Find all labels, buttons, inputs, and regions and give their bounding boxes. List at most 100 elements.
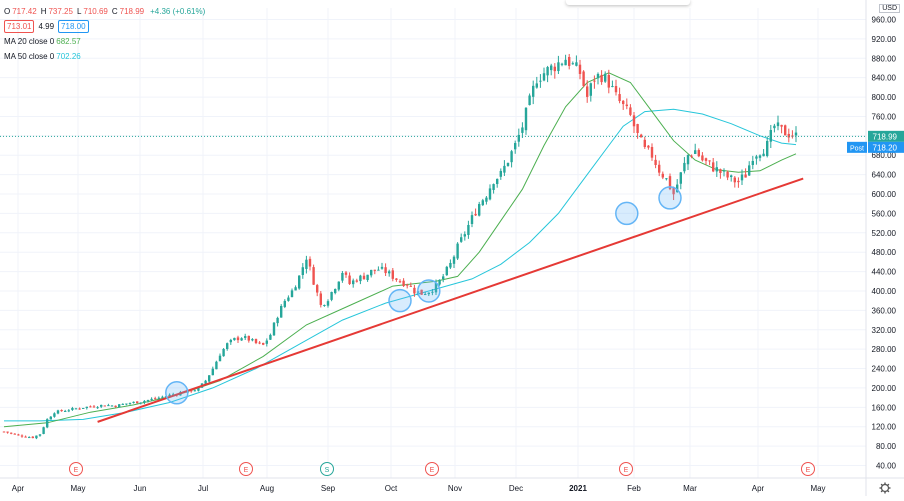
candle-body [330,292,333,300]
candle-body [337,281,340,290]
candle-body [506,162,510,166]
candle-body [560,63,564,65]
price-tick-label: 440.00 [872,268,897,277]
candle-body [298,275,301,289]
candle-body [67,410,70,412]
candle-body [229,339,232,343]
event-marker[interactable] [320,462,334,476]
candle-body [326,301,330,306]
candle-body [564,59,567,66]
candle-body [481,200,484,206]
candle-body [323,305,326,307]
candle-body [748,165,751,176]
last-price-tag [868,130,904,142]
touch-point-circle[interactable] [615,201,639,226]
gear-icon[interactable] [879,482,891,494]
ma20-row[interactable]: MA 20 close 0 682.57 [4,34,205,49]
event-marker[interactable] [801,462,815,476]
candle-body [758,155,762,158]
touch-point-circle[interactable] [417,279,441,303]
candle-body [524,107,528,131]
candle-body [420,289,423,295]
low-label: L [76,7,82,16]
chart-legend: O 717.42 H 737.25 L 710.69 C 718.99 +4.36 (+… [4,4,205,64]
price-tick-label: 800.00 [872,93,897,102]
candle-body [665,178,668,180]
candle-body [236,337,240,341]
candle-body [312,267,315,285]
touch-point-circle[interactable] [658,186,682,210]
candle-body [629,107,632,115]
candle-body [31,436,34,439]
candle-body [107,405,110,407]
bid-badge[interactable]: 713.01 [4,20,35,33]
time-tick-label: May [810,484,825,493]
ma50-row[interactable]: MA 50 close 0 702.26 [4,49,205,64]
event-marker-label: S [325,467,330,474]
candle-body [384,267,387,274]
candle-body [618,94,621,102]
candle-body [434,283,438,293]
ohlc-row: O 717.42 H 737.25 L 710.69 C 718.99 +4.36 (+… [4,4,205,19]
post-price-tag-label: 718.20 [873,143,898,152]
candle-body [679,172,682,184]
candle-body [161,396,164,398]
candle-body [510,151,513,163]
event-marker-label: E [806,467,811,474]
candle-body [640,134,643,138]
candle-body [49,416,52,420]
event-marker[interactable] [69,462,83,476]
candle-body [276,317,279,324]
ma20-label: MA 20 close 0 [4,37,55,46]
support-trendline[interactable] [97,177,804,423]
candle-body [470,215,474,224]
candle-body [586,86,589,97]
candle-body [233,337,236,341]
candle-body [272,322,276,336]
candle-body [571,63,574,65]
candle-body [334,289,337,294]
candle-body [521,127,524,133]
candle-body [751,160,754,166]
candle-body [218,355,222,362]
candle-body [78,408,81,410]
candle-body [593,80,596,82]
candle-body [82,407,85,409]
candle-body [103,405,106,407]
candle-body [604,73,607,82]
price-tick-label: 200.00 [872,384,897,393]
candle-body [301,267,304,276]
candle-body [398,281,402,283]
candle-body [409,285,412,287]
candle-body [794,132,798,136]
candle-body [244,336,247,338]
candle-body [632,115,636,127]
candle-body [730,175,733,178]
price-tick-label: 80.00 [876,442,897,451]
event-marker-label: E [430,467,435,474]
candle-body [762,153,765,157]
currency-button[interactable]: USD [879,4,900,13]
candle-body [254,338,258,344]
candle-body [715,167,718,172]
ma50-label: MA 50 close 0 [4,52,55,61]
candle-body [208,375,211,382]
ask-badge[interactable]: 718.00 [58,20,89,33]
candle-body [582,71,585,86]
candle-body [456,243,459,259]
touch-point-circle[interactable] [165,381,189,405]
event-marker[interactable] [619,462,633,476]
touch-point-circle[interactable] [388,288,412,313]
event-marker[interactable] [239,462,253,476]
price-tick-label: 40.00 [876,462,897,471]
top-toolbar-handle[interactable] [566,0,690,5]
ma50-value: 702.26 [56,52,81,61]
candle-body [672,188,675,195]
price-tick-label: 960.00 [872,16,897,25]
time-tick-label: Feb [627,484,641,493]
candle-body [776,122,780,127]
event-marker[interactable] [425,462,439,476]
time-tick-label: Dec [509,484,523,493]
